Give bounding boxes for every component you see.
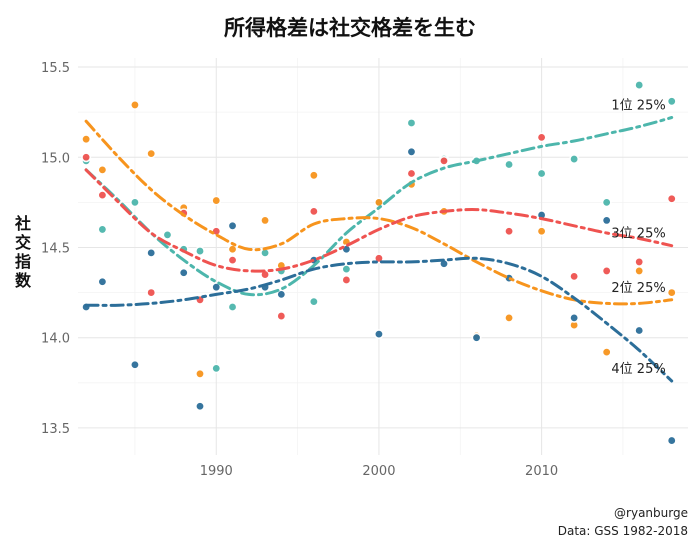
trend-line <box>84 168 674 273</box>
data-point <box>308 206 319 217</box>
y-tick-label: 15.5 <box>41 61 70 76</box>
data-point <box>471 332 482 343</box>
data-point <box>373 329 384 340</box>
data-point <box>634 256 645 267</box>
data-point <box>341 264 352 275</box>
data-point <box>97 164 108 175</box>
series-label: 2位 25% <box>611 281 665 296</box>
data-point <box>146 287 157 298</box>
series-label: 3位 25% <box>611 227 665 242</box>
data-point <box>276 289 287 300</box>
data-point <box>438 155 449 166</box>
data-point <box>129 359 140 370</box>
data-point <box>666 193 677 204</box>
data-point <box>195 368 206 379</box>
y-tick-label: 13.5 <box>41 422 70 437</box>
data-point <box>601 265 612 276</box>
data-point <box>227 255 238 266</box>
data-point <box>406 117 417 128</box>
data-point <box>308 296 319 307</box>
data-point <box>211 363 222 374</box>
data-point <box>129 99 140 110</box>
data-point <box>195 401 206 412</box>
data-point <box>601 197 612 208</box>
series-label: 1位 25% <box>611 99 665 114</box>
data-point <box>97 224 108 235</box>
data-point <box>146 148 157 159</box>
x-tick-label: 2000 <box>362 464 395 479</box>
data-point <box>260 215 271 226</box>
data-point <box>634 325 645 336</box>
data-point <box>666 287 677 298</box>
data-point <box>211 282 222 293</box>
data-point <box>162 229 173 240</box>
trend-line <box>84 256 674 383</box>
y-tick-label: 14.0 <box>41 332 70 347</box>
data-point <box>97 190 108 201</box>
data-point <box>569 271 580 282</box>
data-point <box>666 96 677 107</box>
data-point <box>569 312 580 323</box>
y-axis-label: 社交指数 <box>14 214 31 290</box>
caption-source: Data: GSS 1982-2018 <box>557 524 688 538</box>
data-point <box>406 146 417 157</box>
data-point <box>146 247 157 258</box>
y-tick-label: 14.5 <box>41 241 70 256</box>
data-point <box>601 347 612 358</box>
data-point <box>81 134 92 145</box>
data-point <box>81 152 92 163</box>
series-label: 4位 25% <box>611 362 665 377</box>
data-point <box>308 170 319 181</box>
chart-title: 所得格差は社交格差を生む <box>224 16 476 40</box>
data-point <box>97 276 108 287</box>
data-point <box>195 246 206 257</box>
x-tick-label: 2010 <box>525 464 558 479</box>
data-point <box>227 220 238 231</box>
data-point <box>601 215 612 226</box>
caption-author: @ryanburge <box>614 506 688 520</box>
data-point <box>666 435 677 446</box>
data-point <box>536 226 547 237</box>
data-point <box>227 244 238 255</box>
data-point <box>211 195 222 206</box>
x-tick-label: 1990 <box>200 464 233 479</box>
data-point <box>536 168 547 179</box>
data-point <box>634 80 645 91</box>
data-point <box>406 168 417 179</box>
data-point <box>536 132 547 143</box>
y-tick-label: 15.0 <box>41 151 70 166</box>
data-point <box>129 197 140 208</box>
trend-line <box>84 116 674 297</box>
data-point <box>178 267 189 278</box>
data-point <box>504 312 515 323</box>
data-point <box>504 159 515 170</box>
data-point <box>276 311 287 322</box>
data-point <box>569 154 580 165</box>
data-point <box>373 197 384 208</box>
data-point <box>227 302 238 313</box>
data-point <box>504 226 515 237</box>
data-point <box>341 274 352 285</box>
data-point <box>634 265 645 276</box>
